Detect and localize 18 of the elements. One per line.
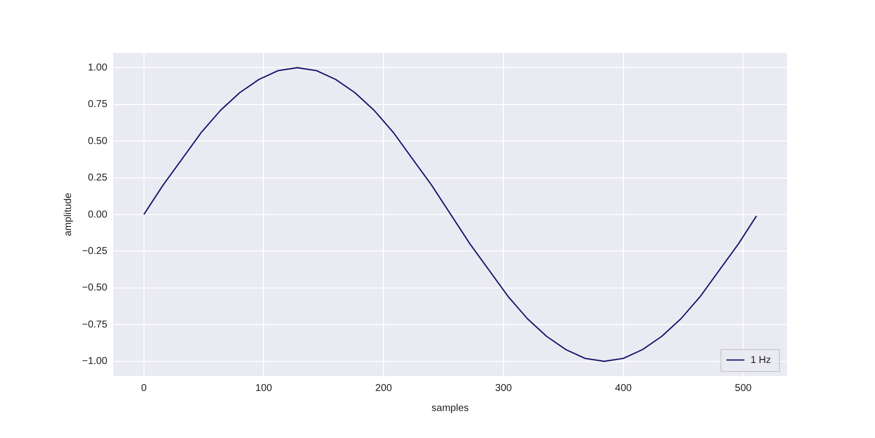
y-tick-label: −0.75 — [82, 319, 108, 330]
y-tick-label: −0.50 — [82, 282, 108, 294]
y-tick-label: 0.50 — [88, 136, 108, 147]
legend-label: 1 Hz — [750, 354, 771, 366]
x-tick-label: 400 — [615, 382, 632, 394]
x-tick-label: 300 — [495, 382, 512, 394]
x-tick-label: 200 — [375, 382, 392, 394]
y-tick-label: −0.25 — [82, 246, 108, 257]
x-tick-label: 0 — [141, 382, 148, 394]
x-tick-label: 100 — [255, 382, 273, 394]
x-tick-label: 500 — [734, 382, 752, 394]
x-axis-title: samples — [432, 402, 469, 414]
y-tick-label: 1.00 — [88, 62, 108, 74]
y-tick-label: 0.00 — [88, 209, 108, 220]
y-axis-title: amplitude — [62, 192, 74, 236]
y-tick-label: 0.75 — [88, 99, 108, 110]
y-tick-label: −1.00 — [82, 356, 108, 368]
y-tick-label: 0.25 — [88, 172, 108, 184]
